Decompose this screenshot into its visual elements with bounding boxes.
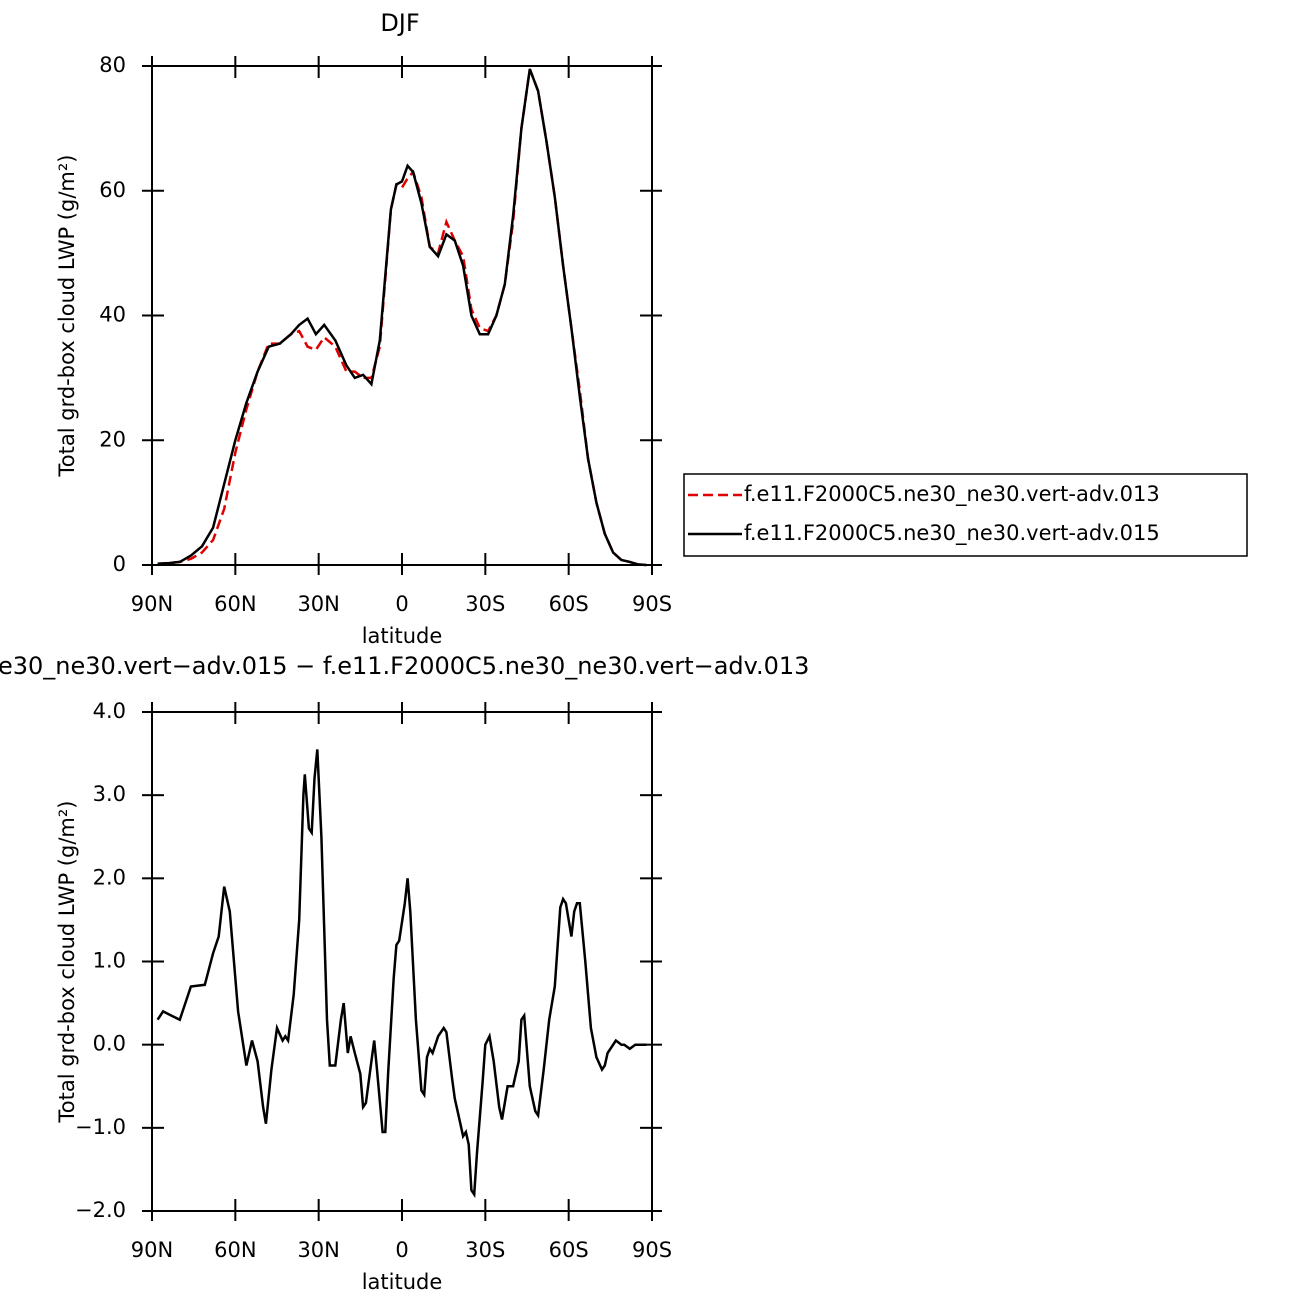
chart-title: e30_ne30.vert−adv.015 − f.e11.F2000C5.ne… xyxy=(0,652,809,680)
y-tick-label: 1.0 xyxy=(93,949,126,973)
x-tick-label: 60S xyxy=(549,1238,589,1262)
data-line xyxy=(157,68,647,567)
plot-frame xyxy=(151,65,653,566)
y-tick-label: 40 xyxy=(99,303,126,327)
x-tick-label: 60N xyxy=(214,592,256,616)
y-tick-label: −2.0 xyxy=(75,1198,126,1222)
y-tick-label: −1.0 xyxy=(75,1115,126,1139)
y-axis-label: Total grd-box cloud LWP (g/m²) xyxy=(55,155,79,478)
x-axis-label: latitude xyxy=(362,624,443,648)
y-tick-label: 60 xyxy=(99,178,126,202)
x-tick-label: 30S xyxy=(465,592,505,616)
legend-label: f.e11.F2000C5.ne30_ne30.vert-adv.013 xyxy=(744,482,1160,507)
y-tick-label: 2.0 xyxy=(93,865,126,889)
x-tick-label: 30N xyxy=(297,592,339,616)
y-tick-label: 20 xyxy=(99,427,126,451)
x-tick-label: 90S xyxy=(632,592,672,616)
x-tick-label: 90N xyxy=(131,592,173,616)
data-line xyxy=(157,68,647,567)
chart-title: DJF xyxy=(380,9,419,37)
y-axis-label: Total grd-box cloud LWP (g/m²) xyxy=(55,801,79,1124)
legend-box xyxy=(683,473,1248,557)
x-tick-label: 60S xyxy=(549,592,589,616)
x-tick-label: 90S xyxy=(632,1238,672,1262)
legend-label: f.e11.F2000C5.ne30_ne30.vert-adv.015 xyxy=(744,521,1160,546)
y-tick-label: 3.0 xyxy=(93,782,126,806)
x-tick-label: 30N xyxy=(297,1238,339,1262)
x-tick-label: 90N xyxy=(131,1238,173,1262)
x-axis-label: latitude xyxy=(362,1270,443,1294)
y-tick-label: 4.0 xyxy=(93,699,126,723)
x-tick-label: 0 xyxy=(395,1238,408,1262)
x-tick-label: 0 xyxy=(395,592,408,616)
y-tick-label: 0 xyxy=(113,552,126,576)
data-line xyxy=(156,749,647,1199)
x-tick-label: 60N xyxy=(214,1238,256,1262)
x-tick-label: 30S xyxy=(465,1238,505,1262)
plot-frame xyxy=(151,711,653,1212)
y-tick-label: 0.0 xyxy=(93,1032,126,1056)
y-tick-label: 80 xyxy=(99,53,126,77)
